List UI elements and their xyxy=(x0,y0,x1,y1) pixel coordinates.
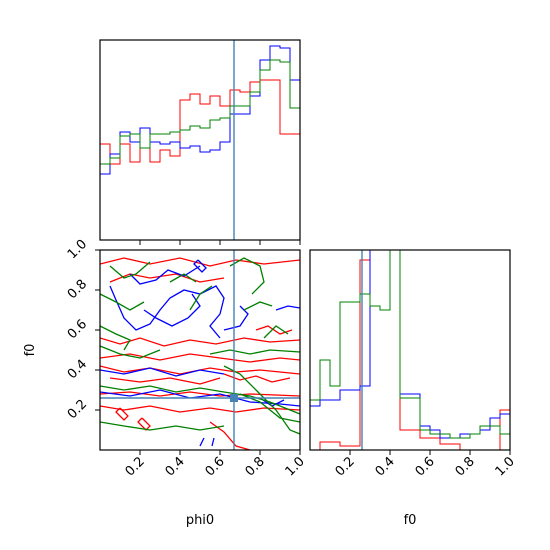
xtick-label-phi0: 0.2 xyxy=(123,454,148,479)
contour-green-5 xyxy=(189,285,213,311)
contour-blue-7 xyxy=(211,437,215,447)
contour-red-2 xyxy=(100,337,300,347)
contour-red-9 xyxy=(209,421,251,450)
contour-green-2 xyxy=(100,325,131,351)
ytick-label-f0: 1.0 xyxy=(65,237,90,262)
xtick-label-phi0: 1.0 xyxy=(283,454,308,479)
hist-phi0-marks xyxy=(100,40,300,240)
ytick-label-f0: 0.4 xyxy=(65,357,90,382)
xlabel-phi0: phi0 xyxy=(186,513,214,528)
ytick-label-f0: 0.6 xyxy=(65,317,90,342)
xtick-label-phi0: 0.8 xyxy=(243,454,268,479)
contour-green-12 xyxy=(263,325,289,339)
contour-red-7 xyxy=(100,391,300,397)
hist-phi0-series-blue xyxy=(100,45,300,175)
xtick-label-f0: 0.4 xyxy=(373,454,398,479)
panel-2d-frame xyxy=(99,249,301,451)
contour-blue-6 xyxy=(199,437,205,447)
panel-histogram-f0: 0.2 0.4 0.6 0.8 1.0 xyxy=(309,249,518,479)
hist-f0-frame xyxy=(309,249,511,451)
contour-blue-0 xyxy=(109,285,225,339)
ytick-label-f0: 0.8 xyxy=(65,277,90,302)
hist-phi0-frame xyxy=(99,39,301,241)
contour-red-1 xyxy=(109,273,225,283)
truth-marker xyxy=(230,394,238,402)
xtick-label-f0: 0.6 xyxy=(413,454,438,479)
hist-f0-marks xyxy=(310,250,510,450)
xtick-label-phi0: 0.4 xyxy=(163,454,188,479)
contour-marks xyxy=(100,250,300,450)
xtick-label-phi0: 0.6 xyxy=(203,454,228,479)
hist-f0-series-red xyxy=(310,250,510,450)
contour-green-9 xyxy=(100,421,225,431)
contour-green-0 xyxy=(109,261,151,279)
contour-green-3 xyxy=(100,345,161,359)
ylabel-f0: f0 xyxy=(23,344,38,357)
axis-labels: phi0 f0 f0 xyxy=(23,344,416,528)
panel-histogram-phi0 xyxy=(99,39,301,245)
contour-green-10 xyxy=(223,365,300,435)
contour-green-13 xyxy=(243,301,273,311)
ytick-label-f0: 0.2 xyxy=(65,397,90,422)
contour-blue-2 xyxy=(143,293,201,327)
hist-f0-series-green xyxy=(310,250,510,439)
contour-blue-4 xyxy=(100,367,225,377)
xtick-label-f0: 1.0 xyxy=(493,454,518,479)
contour-blue-10 xyxy=(193,259,207,273)
contour-red-8 xyxy=(100,405,300,413)
contour-red-5 xyxy=(109,377,221,385)
contour-blue-1 xyxy=(129,265,201,285)
contour-green-1 xyxy=(100,293,145,311)
contour-green-7 xyxy=(209,349,300,355)
contour-green-8 xyxy=(100,385,300,415)
xtick-label-f0: 0.2 xyxy=(333,454,358,479)
hist-phi0-series-green xyxy=(100,59,300,165)
contour-green-4 xyxy=(169,273,197,283)
contour-red-3 xyxy=(100,353,300,363)
xlabel-f0: f0 xyxy=(404,513,417,528)
contour-green-6 xyxy=(229,257,265,295)
panel-2d-phi0-f0: 0.2 0.4 0.6 0.8 1.0 0.2 0.4 0.6 0.8 1.0 xyxy=(65,237,308,480)
xtick-label-f0: 0.8 xyxy=(453,454,478,479)
contour-red-12 xyxy=(115,407,129,421)
hist-phi0-series-red xyxy=(100,79,300,165)
contour-red-0 xyxy=(100,257,300,267)
contour-blue-9 xyxy=(275,305,300,311)
